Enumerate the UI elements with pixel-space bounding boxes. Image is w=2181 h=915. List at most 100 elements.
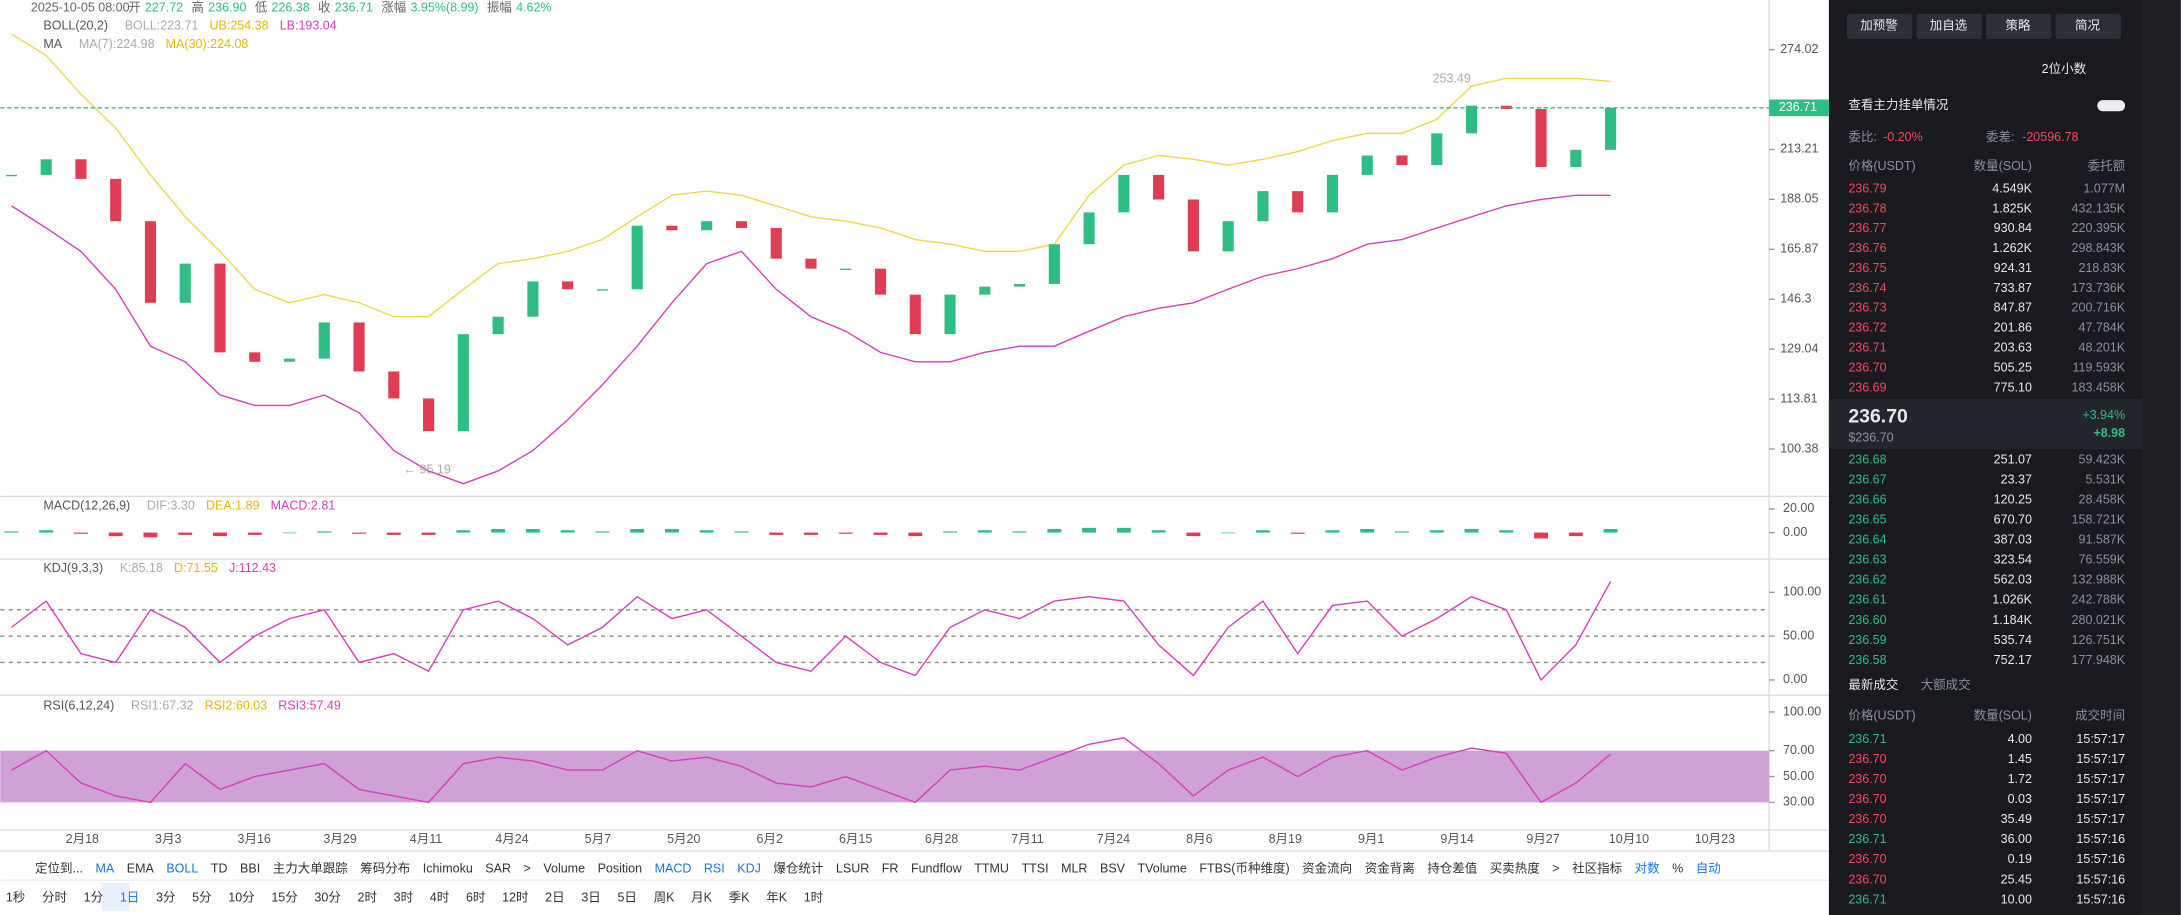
toolbar-item[interactable]: BSV bbox=[1100, 861, 1126, 875]
candle bbox=[701, 221, 713, 231]
toolbar-item[interactable]: MLR bbox=[1061, 861, 1087, 875]
depth-link[interactable]: 查看主力挂单情况 bbox=[1848, 98, 1949, 112]
y-tick-label: 165.87 bbox=[1780, 242, 1818, 256]
interval-item[interactable]: 3分 bbox=[156, 891, 175, 905]
x-tick-label: 4月11 bbox=[410, 832, 442, 846]
toolbar-item[interactable]: Volume bbox=[543, 861, 585, 875]
toolbar-item[interactable]: Ichimoku bbox=[423, 861, 473, 875]
toolbar-item[interactable]: FTBS(币种维度) bbox=[1199, 860, 1289, 875]
trade-tab[interactable]: 最新成交 bbox=[1848, 677, 1898, 692]
toolbar-item[interactable]: > bbox=[524, 861, 531, 875]
field-label: 低 bbox=[255, 1, 268, 15]
toolbar-item[interactable]: BBI bbox=[240, 861, 260, 875]
interval-item[interactable]: 月K bbox=[691, 891, 713, 905]
cell: 236.68 bbox=[1848, 453, 1886, 467]
interval-item[interactable]: 6时 bbox=[466, 891, 486, 905]
panel-button[interactable] bbox=[1916, 13, 1982, 39]
column-header: 委托额 bbox=[2088, 159, 2126, 173]
toolbar-item[interactable]: BOLL bbox=[166, 861, 198, 875]
candle bbox=[1083, 212, 1095, 245]
candle bbox=[1048, 244, 1060, 285]
cell: 0.19 bbox=[2008, 852, 2032, 866]
interval-item[interactable]: 1时 bbox=[804, 891, 824, 905]
interval-item[interactable]: 3时 bbox=[394, 891, 414, 905]
toolbar-item[interactable]: TTSI bbox=[1021, 861, 1048, 875]
candle bbox=[666, 225, 678, 231]
cell: 132.988K bbox=[2072, 573, 2126, 587]
cell: 562.03 bbox=[1994, 573, 2032, 587]
interval-item[interactable]: 2时 bbox=[358, 891, 378, 905]
field-value: 4.62% bbox=[516, 1, 551, 15]
toolbar-item[interactable]: 对数 bbox=[1635, 860, 1660, 875]
cell: 15:57:16 bbox=[2076, 872, 2125, 886]
candle bbox=[318, 322, 330, 359]
cell: 236.63 bbox=[1848, 553, 1886, 567]
toolbar-item[interactable]: % bbox=[1672, 861, 1683, 875]
interval-item[interactable]: 1日 bbox=[120, 891, 139, 905]
interval-item[interactable]: 1秒 bbox=[6, 891, 25, 905]
cell: 4.549K bbox=[1992, 181, 2032, 195]
trade-tab[interactable]: 大额成交 bbox=[1921, 677, 1971, 692]
toolbar-item[interactable]: TVolume bbox=[1138, 861, 1187, 875]
interval-item[interactable]: 季K bbox=[729, 891, 751, 905]
toolbar-item[interactable]: 自动 bbox=[1696, 861, 1721, 875]
interval-item[interactable]: 2日 bbox=[545, 891, 564, 905]
interval-item[interactable]: 4时 bbox=[430, 891, 450, 905]
indicator-value: RSI1:67.32 bbox=[131, 699, 194, 713]
toolbar-item[interactable]: 持仓差值 bbox=[1427, 860, 1477, 875]
indicator-value: MACD:2.81 bbox=[271, 498, 336, 512]
toolbar-item[interactable]: EMA bbox=[127, 861, 155, 875]
macd-bar bbox=[804, 532, 818, 535]
candle bbox=[1257, 191, 1269, 222]
column-header: 成交时间 bbox=[2075, 707, 2125, 722]
toolbar-item[interactable]: > bbox=[1552, 861, 1559, 875]
interval-item[interactable]: 10分 bbox=[228, 891, 254, 905]
toolbar-item[interactable]: 资金背离 bbox=[1365, 860, 1415, 875]
macd-bar bbox=[1534, 532, 1548, 539]
interval-item[interactable]: 3日 bbox=[581, 891, 600, 905]
toolbar-item[interactable]: MA bbox=[95, 861, 114, 875]
toolbar-item[interactable]: MACD bbox=[655, 861, 692, 875]
cell: 15:57:17 bbox=[2076, 732, 2125, 746]
interval-item[interactable]: 5日 bbox=[617, 891, 636, 905]
interval-item[interactable]: 12时 bbox=[502, 891, 529, 905]
boll-lower bbox=[11, 194, 1611, 485]
panel-button[interactable] bbox=[2055, 13, 2121, 39]
interval-item[interactable]: 年K bbox=[766, 891, 788, 905]
y-tick-label: 100.00 bbox=[1783, 704, 1821, 718]
toolbar-item[interactable]: FR bbox=[882, 861, 899, 875]
interval-item[interactable]: 15分 bbox=[271, 891, 297, 905]
toolbar-item[interactable]: LSUR bbox=[836, 861, 869, 875]
cell: 236.70 bbox=[1848, 812, 1886, 826]
toolbar-item[interactable]: 定位到... bbox=[35, 860, 83, 875]
cell: 236.72 bbox=[1848, 321, 1886, 335]
macd-bar bbox=[664, 529, 679, 533]
interval-item[interactable]: 周K bbox=[654, 891, 676, 905]
interval-item[interactable]: 分时 bbox=[42, 891, 68, 905]
interval-item[interactable]: 1分 bbox=[84, 891, 103, 905]
candle bbox=[1431, 133, 1443, 166]
toolbar-item[interactable]: TTMU bbox=[974, 861, 1009, 875]
toolbar-item[interactable]: 爆仓统计 bbox=[773, 861, 823, 875]
macd-bar bbox=[1255, 530, 1270, 533]
toolbar-item[interactable]: KDJ bbox=[737, 861, 761, 875]
toolbar-item[interactable]: 主力大单跟踪 bbox=[273, 861, 349, 875]
candle bbox=[40, 159, 52, 175]
cell: 242.788K bbox=[2072, 593, 2126, 607]
toolbar-item[interactable]: SAR bbox=[485, 861, 511, 875]
toolbar-item[interactable]: 买卖热度 bbox=[1490, 860, 1541, 875]
toggle[interactable] bbox=[2097, 100, 2126, 112]
toolbar-item[interactable]: RSI bbox=[704, 861, 725, 875]
interval-item[interactable]: 5分 bbox=[192, 891, 211, 905]
toolbar-item[interactable]: Fundflow bbox=[911, 861, 963, 875]
panel-button[interactable] bbox=[1846, 13, 1913, 39]
panel-button[interactable] bbox=[1986, 13, 2052, 39]
interval-item[interactable]: 30分 bbox=[314, 891, 340, 905]
toolbar-item[interactable]: 筹码分布 bbox=[360, 860, 410, 875]
toolbar-item[interactable]: TD bbox=[211, 861, 228, 875]
toolbar-item[interactable]: 社区指标 bbox=[1572, 860, 1622, 875]
indicator-name: MACD(12,26,9) bbox=[43, 498, 130, 512]
toolbar-item[interactable]: Position bbox=[598, 861, 643, 875]
toolbar-item[interactable]: 资金流向 bbox=[1302, 860, 1352, 875]
last-price-bg bbox=[1828, 399, 2142, 450]
